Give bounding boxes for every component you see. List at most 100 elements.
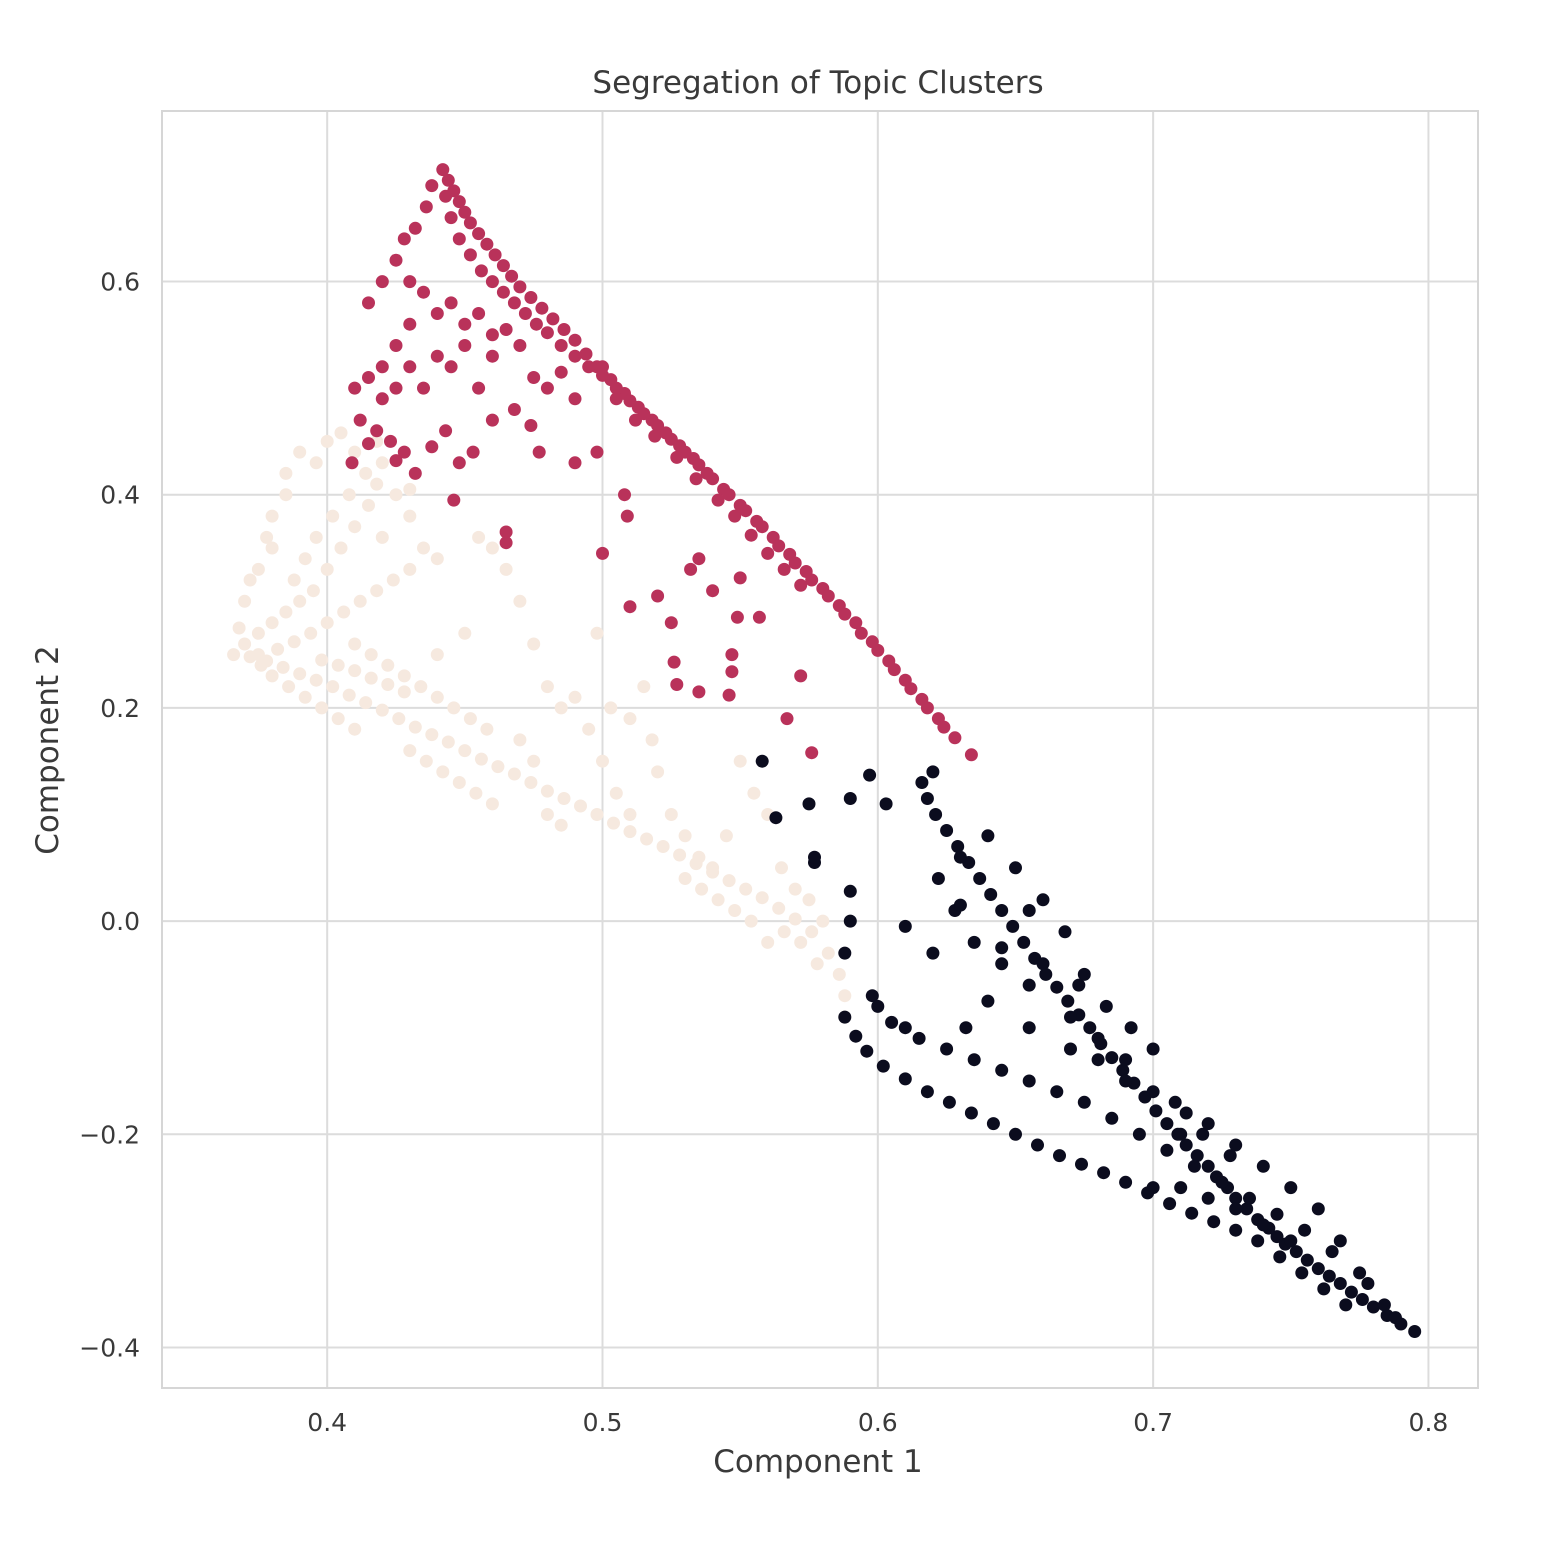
- scatter-point: [1119, 1074, 1133, 1088]
- scatter-point: [1077, 1095, 1091, 1109]
- scatter-point: [915, 776, 929, 789]
- scatter-point: [1322, 1269, 1336, 1283]
- scatter-point: [1273, 1250, 1287, 1264]
- scatter-point: [463, 248, 477, 262]
- scatter-point: [1105, 1111, 1119, 1125]
- scatter-point: [794, 578, 808, 592]
- scatter-point: [507, 403, 521, 416]
- scatter-point: [788, 912, 802, 926]
- scatter-point: [1064, 1042, 1077, 1056]
- scatter-point: [1009, 861, 1022, 875]
- scatter-point: [499, 536, 513, 550]
- scatter-point: [788, 882, 802, 896]
- scatter-point: [499, 525, 513, 539]
- scatter-point: [251, 648, 265, 662]
- scatter-point: [309, 456, 323, 470]
- scatter-point: [499, 323, 513, 336]
- scatter-point: [964, 1106, 978, 1120]
- scatter-point: [838, 1010, 852, 1024]
- x-tick-label: 0.6: [858, 1408, 898, 1437]
- scatter-point: [342, 688, 356, 702]
- scatter-point: [485, 349, 499, 363]
- scatter-point: [392, 712, 406, 726]
- scatter-point: [843, 884, 857, 898]
- scatter-point: [1311, 1262, 1325, 1276]
- scatter-point: [596, 546, 609, 560]
- scatter-point: [1105, 1051, 1119, 1065]
- scatter-point: [309, 673, 323, 687]
- scatter-point: [232, 621, 246, 635]
- scatter-point: [362, 437, 375, 451]
- scatter-point: [1099, 999, 1113, 1013]
- scatter-point: [276, 660, 290, 674]
- scatter-point: [524, 419, 538, 432]
- scatter-point: [725, 665, 739, 679]
- scatter-point: [769, 811, 783, 825]
- scatter-point: [1022, 1074, 1036, 1088]
- scatter-point: [772, 539, 786, 553]
- scatter-point: [397, 445, 411, 459]
- scatter-point: [265, 541, 279, 555]
- scatter-point: [725, 648, 739, 662]
- scatter-point: [1036, 957, 1050, 971]
- scatter-point: [695, 882, 709, 896]
- scatter-point: [1119, 1175, 1133, 1189]
- scatter-point: [334, 541, 348, 555]
- scatter-point: [524, 291, 538, 304]
- scatter-point: [1022, 1021, 1036, 1035]
- scatter-point: [353, 413, 367, 427]
- scatter-point: [403, 509, 417, 523]
- scatter-point: [1058, 925, 1072, 939]
- scatter-point: [1366, 1300, 1380, 1314]
- scatter-point: [375, 360, 389, 374]
- scatter-point: [667, 655, 681, 669]
- scatter-point: [238, 637, 252, 651]
- scatter-point: [728, 904, 742, 917]
- scatter-point: [513, 594, 527, 608]
- scatter-point: [761, 935, 775, 949]
- scatter-point: [425, 179, 439, 193]
- scatter-point: [904, 682, 918, 696]
- scatter-point: [331, 712, 345, 726]
- scatter-point: [926, 765, 940, 779]
- scatter-point: [370, 424, 384, 438]
- scatter-point: [664, 432, 678, 446]
- scatter-point: [926, 946, 940, 960]
- scatter-point: [995, 957, 1009, 971]
- scatter-point: [623, 394, 637, 408]
- scatter-point: [1006, 919, 1020, 933]
- scatter-point: [507, 296, 521, 310]
- scatter-point: [384, 434, 397, 448]
- scatter-point: [243, 573, 257, 587]
- scatter-point: [1036, 893, 1050, 907]
- scatter-point: [739, 882, 753, 896]
- scatter-point: [458, 744, 472, 758]
- scatter-point: [733, 571, 747, 585]
- scatter-point: [995, 1063, 1009, 1077]
- scatter-point: [651, 589, 665, 603]
- scatter-point: [1179, 1106, 1193, 1120]
- scatter-point: [499, 562, 513, 576]
- scatter-point: [590, 808, 604, 821]
- scatter-point: [733, 754, 747, 768]
- scatter-point: [419, 754, 433, 768]
- scatter-point: [1179, 1138, 1193, 1152]
- scatter-point: [863, 768, 877, 782]
- scatter-point: [546, 312, 560, 326]
- scatter-point: [788, 556, 802, 570]
- y-tick-label: −0.2: [79, 1120, 140, 1149]
- scatter-point: [1344, 1285, 1358, 1299]
- scatter-point: [623, 825, 637, 839]
- data-points: [227, 163, 1422, 1338]
- scatter-point: [348, 664, 362, 678]
- scatter-point: [1168, 1095, 1182, 1109]
- scatter-point: [706, 861, 720, 875]
- scatter-point: [609, 786, 623, 800]
- scatter-point: [1039, 967, 1053, 981]
- scatter-point: [805, 573, 819, 587]
- scatter-point: [287, 573, 301, 587]
- scatter-point: [260, 530, 274, 544]
- scatter-point: [865, 989, 879, 1003]
- scatter-point: [719, 829, 733, 843]
- scatter-point: [832, 967, 846, 981]
